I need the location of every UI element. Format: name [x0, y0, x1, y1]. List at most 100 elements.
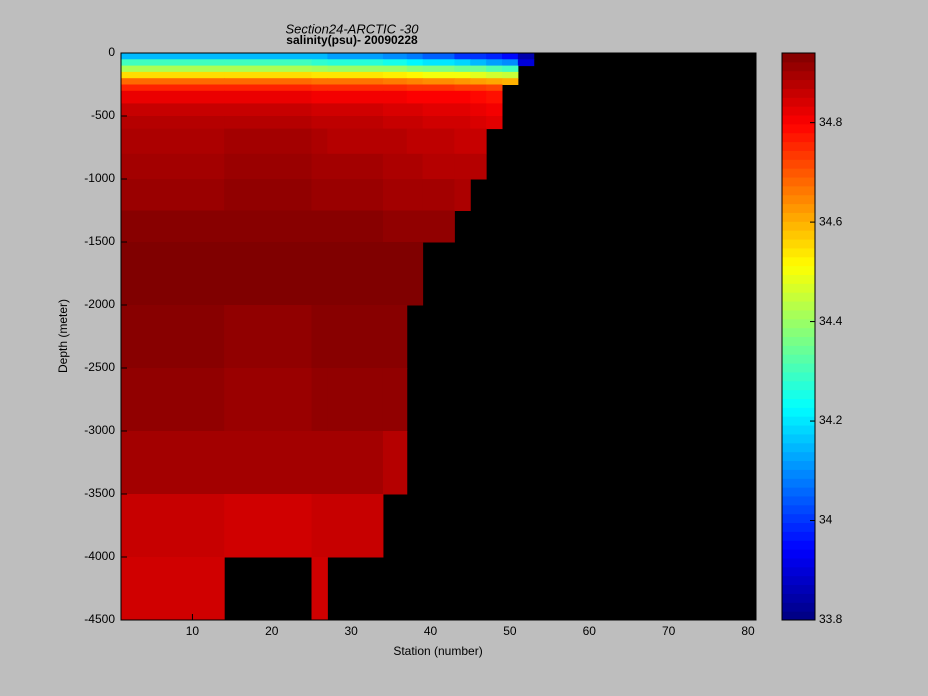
colorbar-swatch — [782, 61, 815, 72]
heat-cell — [454, 53, 471, 60]
heat-cell — [382, 210, 408, 243]
colorbar-swatch — [782, 513, 815, 524]
heat-cell — [121, 59, 225, 67]
plot-frame — [120, 52, 757, 621]
heat-cell — [406, 103, 424, 117]
heat-cell — [382, 431, 408, 495]
heat-cell — [327, 179, 384, 211]
colorbar-swatch — [782, 292, 815, 302]
heat-cell — [382, 116, 408, 130]
heat-cell — [311, 128, 328, 155]
colorbar-swatch — [782, 230, 815, 240]
colorbar-swatch — [782, 611, 815, 621]
heat-cell — [327, 242, 384, 306]
heat-cell — [224, 78, 312, 85]
heat-cell — [311, 53, 328, 60]
heat-cell — [327, 59, 384, 67]
heat-cell — [327, 84, 384, 92]
heat-cell — [327, 431, 384, 495]
colorbar-swatch — [782, 425, 815, 435]
colorbar-tick-label: 34 — [819, 513, 833, 527]
heat-cell — [454, 78, 471, 85]
heat-cell — [311, 116, 328, 130]
heat-cell — [224, 242, 312, 306]
colorbar-swatch — [782, 150, 815, 160]
colorbar-swatch — [782, 487, 815, 497]
heat-cell — [121, 128, 225, 155]
heat-cell — [327, 368, 384, 432]
x-tick-label: 60 — [583, 624, 597, 638]
heat-cell — [406, 71, 424, 79]
heat-cell — [486, 71, 503, 79]
heat-cell — [454, 128, 471, 155]
colorbar-swatch — [782, 247, 815, 258]
heat-cell — [121, 557, 225, 621]
heat-cell — [486, 103, 503, 117]
colorbar-swatch — [782, 177, 815, 187]
heat-cell — [224, 128, 312, 155]
heat-cell — [406, 128, 424, 155]
colorbar-swatch — [782, 504, 815, 515]
colorbar-swatch — [782, 433, 815, 444]
colorbar-swatch — [782, 345, 815, 355]
heat-cell — [502, 65, 519, 73]
colorbar-swatch — [782, 380, 815, 391]
colorbar-swatch — [782, 203, 815, 213]
colorbar-swatch — [782, 141, 815, 151]
chart-subtitle: salinity(psu)- 20090228 — [286, 33, 418, 47]
heat-cell — [382, 242, 408, 306]
heat-cell — [422, 90, 455, 104]
x-tick-label: 70 — [662, 624, 676, 638]
colorbar-swatch — [782, 336, 815, 346]
colorbar-swatch — [782, 123, 815, 134]
heat-cell — [422, 71, 455, 79]
heat-cell — [382, 305, 408, 369]
y-tick-label: -500 — [91, 108, 115, 122]
heat-cell — [121, 71, 225, 79]
colorbar-swatch — [782, 495, 815, 506]
heat-cell — [454, 153, 471, 180]
x-tick-label: 80 — [741, 624, 755, 638]
heat-cell — [382, 103, 408, 117]
y-tick-label: -4000 — [84, 549, 115, 563]
heat-cell — [224, 179, 312, 211]
heat-cell — [311, 557, 328, 621]
colorbar-swatch — [782, 70, 815, 81]
heat-cell — [470, 53, 487, 60]
colorbar-swatch — [782, 371, 815, 382]
heat-cell — [121, 179, 225, 211]
heat-cell — [502, 71, 519, 79]
heat-cell — [502, 59, 519, 67]
heat-cell — [406, 116, 424, 130]
heat-cell — [454, 59, 471, 67]
heat-cell — [327, 128, 384, 155]
heat-cell — [382, 368, 408, 432]
colorbar-swatch — [782, 256, 815, 267]
heat-cell — [121, 153, 225, 180]
heat-cell — [470, 103, 487, 117]
heat-cell — [224, 71, 312, 79]
colorbar-tick-label: 34.2 — [819, 413, 843, 427]
colorbar-swatch — [782, 531, 815, 541]
colorbar-swatch — [782, 318, 815, 329]
heat-cell — [470, 71, 487, 79]
heat-cell — [311, 242, 328, 306]
heat-cell — [382, 84, 408, 92]
heat-cell — [454, 116, 471, 130]
heat-cell — [327, 305, 384, 369]
heat-cell — [382, 53, 408, 60]
heat-cell — [382, 78, 408, 85]
colorbar-tick-label: 33.8 — [819, 612, 843, 626]
heat-cell — [311, 84, 328, 92]
heat-cell — [121, 210, 225, 243]
heat-cell — [224, 59, 312, 67]
heat-cell — [422, 210, 455, 243]
colorbar-swatch — [782, 354, 815, 364]
colorbar-tick-label: 34.4 — [819, 314, 843, 328]
colorbar-swatch — [782, 115, 815, 125]
colorbar-swatch — [782, 106, 815, 116]
heat-cell — [486, 84, 503, 92]
heat-cell — [382, 128, 408, 155]
heat-cell — [406, 179, 424, 211]
